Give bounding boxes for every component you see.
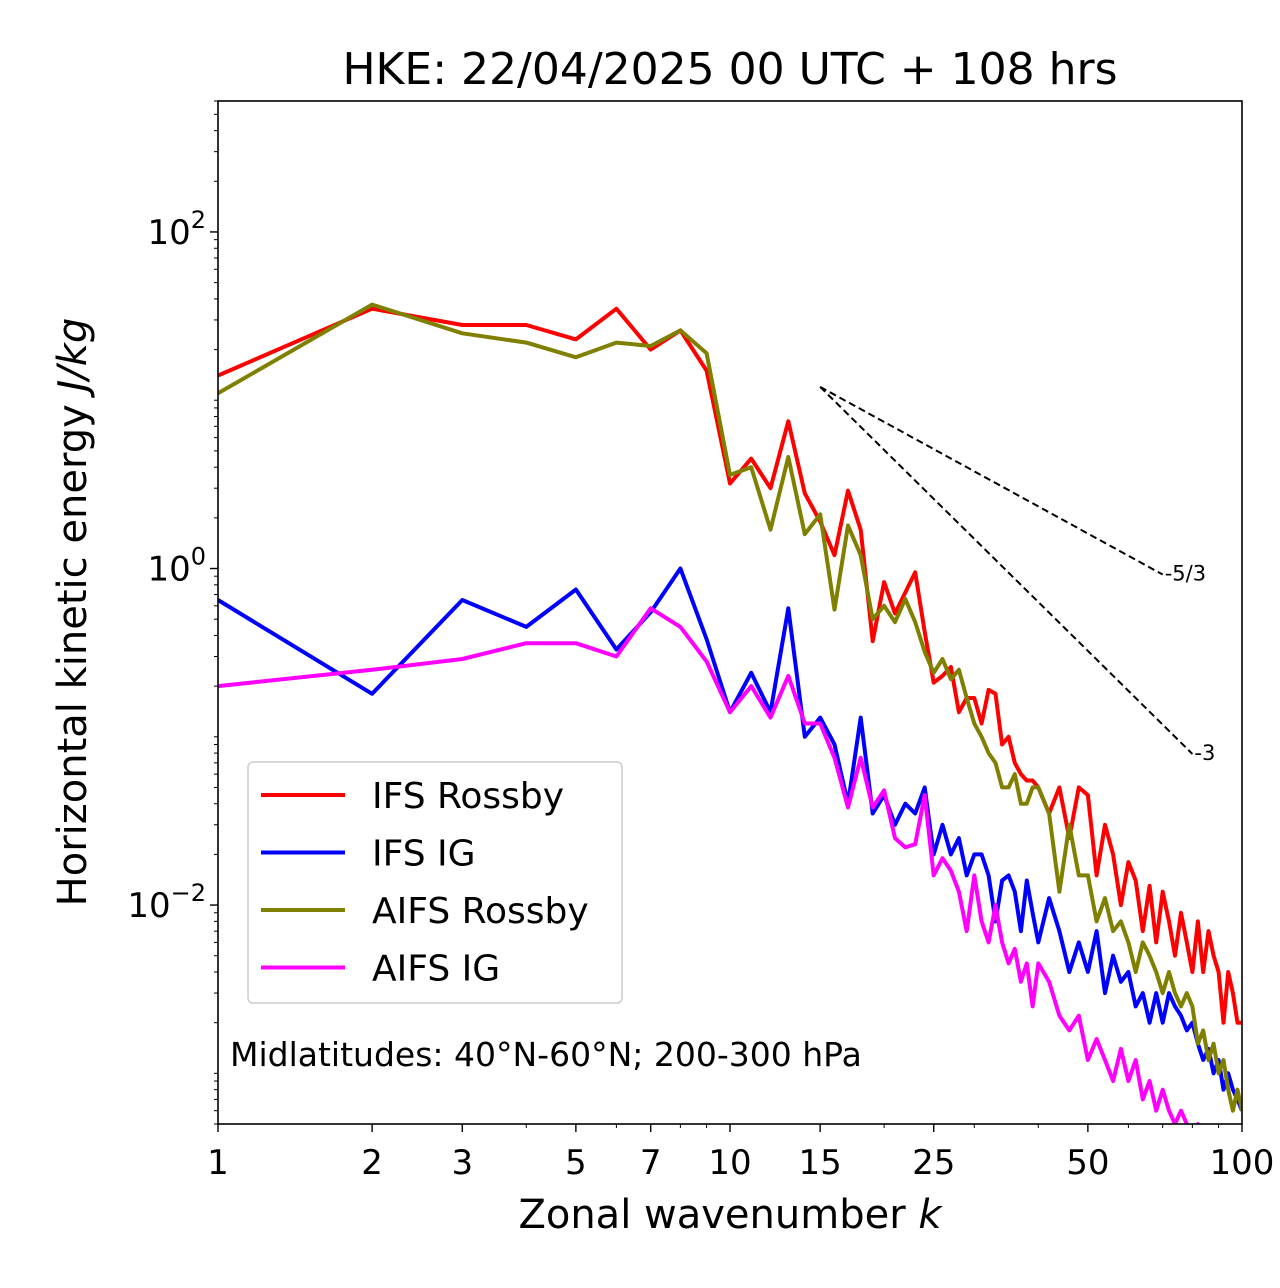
x-tick-label: 2 (361, 1143, 383, 1183)
x-tick-label: 3 (451, 1143, 473, 1183)
series-line-aifs-rossby (218, 302, 1242, 1113)
reference-line-label: -5/3 (1165, 562, 1206, 586)
series-line-aifs-ig (218, 606, 1201, 1124)
reference-line-label: -3 (1194, 741, 1215, 765)
y-tick-label: 100 (147, 543, 206, 590)
y-axis-label: Horizontal kinetic energy J/kg (50, 318, 96, 907)
reference-line (819, 386, 1194, 755)
x-tick-label: 10 (708, 1143, 751, 1183)
legend-label: AIFS IG (372, 949, 500, 990)
reference-line (819, 386, 1164, 576)
legend-label: AIFS Rossby (372, 891, 589, 932)
x-tick-label: 5 (565, 1143, 587, 1183)
x-tick-label: 7 (640, 1143, 662, 1183)
series-line-ifs-rossby (218, 306, 1242, 1025)
y-major-ticks: 102 100 10−2 (127, 206, 218, 926)
series-line-ifs-ig (218, 566, 1242, 1112)
y-tick-label: 10−2 (127, 879, 206, 926)
x-axis-label: Zonal wavenumber k (518, 1192, 943, 1238)
x-tick-label: 50 (1066, 1143, 1109, 1183)
legend-box (247, 761, 623, 1004)
x-tick-label: 100 (1210, 1143, 1275, 1183)
series-layer (218, 302, 1242, 1124)
x-major-ticks: 1 2 3 5 7 10 15 25 50 100 (207, 1124, 1274, 1183)
legend-label: IFS IG (372, 834, 476, 875)
chart-title: HKE: 22/04/2025 00 UTC + 108 hrs (342, 44, 1117, 95)
region-annotation: Midlatitudes: 40°N-60°N; 200-300 hPa (230, 1035, 862, 1074)
plot-frame (217, 100, 1243, 1125)
x-tick-label: 15 (799, 1143, 842, 1183)
x-tick-label: 25 (912, 1143, 955, 1183)
reference-slope-lines: -5/3 -3 (819, 386, 1215, 765)
legend-label: IFS Rossby (372, 776, 564, 817)
x-tick-label: 1 (207, 1143, 229, 1183)
y-tick-label: 102 (147, 206, 206, 253)
legend: IFS Rossby IFS IG AIFS Rossby AIFS IG (247, 761, 623, 1004)
